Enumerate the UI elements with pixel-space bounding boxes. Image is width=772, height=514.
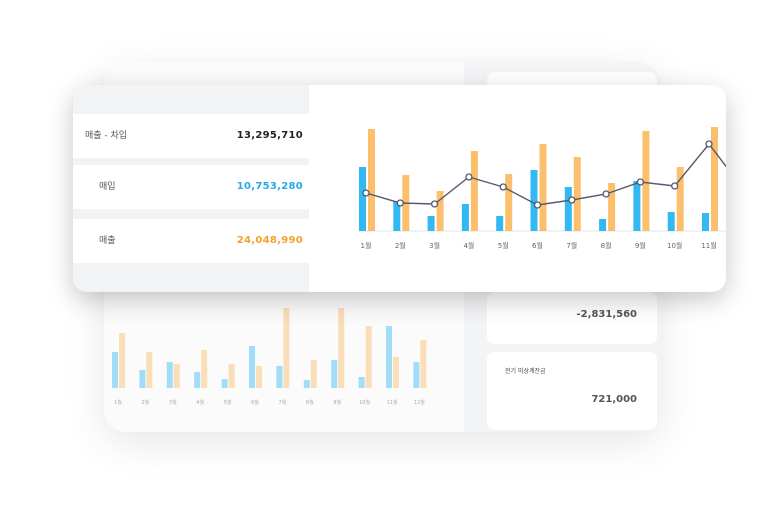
background-income-bar bbox=[112, 352, 118, 388]
balance-tile: -2,831,560 bbox=[487, 292, 657, 344]
income-bar bbox=[359, 167, 366, 231]
background-expense-bar bbox=[228, 364, 235, 388]
background-income-bar bbox=[413, 362, 420, 388]
sales-label: 매출 bbox=[99, 236, 116, 246]
summary-row-purchase[interactable]: 매입 10,753,280 bbox=[73, 165, 309, 209]
expense-bar bbox=[539, 144, 547, 231]
trend-point bbox=[568, 196, 576, 204]
month-tick-label: 6월 bbox=[532, 241, 543, 250]
summary-row-sales[interactable]: 매출 24,048,990 bbox=[73, 219, 309, 263]
income-bar bbox=[427, 216, 435, 231]
background-month-label: 8월 bbox=[306, 399, 314, 406]
previous-balance-tile: 전기 미상계잔금 721,000 bbox=[487, 352, 657, 430]
summary-row-net[interactable]: 매출 - 차입 13,295,710 bbox=[73, 114, 309, 158]
background-income-bar bbox=[386, 326, 392, 388]
trend-line bbox=[365, 142, 726, 206]
summary-chart-card: 매출 - 차입 13,295,710 매입 10,753,280 매출 24,0… bbox=[73, 85, 726, 292]
background-expense-bar bbox=[173, 364, 180, 388]
background-month-label: 9월 bbox=[333, 399, 341, 406]
background-income-bar bbox=[331, 360, 338, 388]
expense-bar bbox=[368, 129, 375, 231]
expense-bar bbox=[505, 174, 513, 231]
income-bar bbox=[564, 187, 572, 231]
month-tick-label: 3월 bbox=[429, 241, 440, 250]
income-bar bbox=[702, 213, 709, 231]
background-expense-bar bbox=[283, 308, 290, 388]
expense-bar bbox=[608, 183, 616, 231]
month-tick-label: 11월 bbox=[701, 241, 716, 250]
income-bar bbox=[496, 216, 504, 231]
background-month-label: 4월 bbox=[196, 399, 204, 406]
background-expense-bar bbox=[256, 366, 262, 388]
income-bar bbox=[461, 204, 469, 231]
background-month-label: 11월 bbox=[387, 399, 398, 406]
month-tick-label: 2월 bbox=[395, 241, 406, 250]
trend-point bbox=[362, 189, 370, 197]
income-bar bbox=[599, 219, 607, 231]
trend-point bbox=[705, 140, 713, 148]
background-expense-bar bbox=[393, 357, 399, 388]
month-tick-label: 1월 bbox=[361, 241, 372, 250]
expense-bar bbox=[711, 127, 718, 231]
trend-point bbox=[533, 201, 542, 209]
previous-balance-value: 721,000 bbox=[591, 394, 637, 405]
background-month-label: 5월 bbox=[224, 399, 232, 406]
income-bar bbox=[530, 170, 538, 231]
background-income-bar bbox=[166, 362, 173, 388]
trend-point bbox=[430, 200, 439, 208]
background-income-bar bbox=[139, 370, 146, 388]
income-bar bbox=[393, 202, 401, 231]
month-tick-label: 4월 bbox=[463, 241, 474, 250]
month-tick-label: 9월 bbox=[635, 241, 646, 250]
background-expense-bar bbox=[365, 326, 372, 388]
trend-point bbox=[671, 182, 679, 190]
background-expense-bar bbox=[310, 360, 317, 388]
background-bar-chart: 1월 2월 3월 4월 5월 6월 7월 8월 9월 10월 11월 12월 bbox=[112, 308, 427, 406]
background-month-label: 1월 bbox=[114, 399, 122, 406]
expense-bar bbox=[676, 167, 684, 231]
purchase-label: 매입 bbox=[99, 182, 116, 192]
expense-bar bbox=[470, 151, 478, 231]
background-month-label: 7월 bbox=[279, 399, 287, 406]
background-income-bar bbox=[276, 366, 283, 388]
background-expense-bar bbox=[146, 352, 153, 388]
previous-balance-label: 전기 미상계잔금 bbox=[505, 368, 546, 375]
background-expense-bar bbox=[201, 350, 208, 388]
month-tick-label: 8월 bbox=[601, 241, 612, 250]
background-expense-bar bbox=[420, 340, 427, 388]
trend-point bbox=[499, 183, 507, 191]
net-label: 매출 - 차입 bbox=[85, 131, 128, 141]
trend-point bbox=[602, 190, 610, 198]
background-income-bar bbox=[249, 346, 255, 388]
expense-bar bbox=[573, 157, 581, 231]
background-expense-bar bbox=[338, 308, 345, 388]
background-month-label: 3월 bbox=[169, 399, 177, 406]
trend-point bbox=[636, 178, 645, 186]
balance-value: -2,831,560 bbox=[576, 309, 637, 320]
purchase-value: 10,753,280 bbox=[236, 181, 303, 192]
background-month-label: 6월 bbox=[251, 399, 259, 406]
trend-point bbox=[465, 173, 473, 181]
income-bar bbox=[667, 212, 675, 231]
background-expense-bar bbox=[119, 333, 125, 388]
background-month-label: 10월 bbox=[359, 399, 370, 406]
background-income-bar bbox=[221, 379, 228, 388]
background-income-bar bbox=[194, 372, 201, 388]
summary-column: 매출 - 차입 13,295,710 매입 10,753,280 매출 24,0… bbox=[73, 85, 309, 292]
background-month-label: 12월 bbox=[414, 399, 425, 406]
sales-value: 24,048,990 bbox=[236, 235, 303, 246]
background-income-bar bbox=[358, 377, 365, 388]
background-month-label: 2월 bbox=[142, 399, 150, 406]
net-value: 13,295,710 bbox=[236, 130, 303, 141]
trend-point bbox=[396, 199, 404, 207]
expense-bar bbox=[436, 191, 444, 231]
income-bar bbox=[633, 181, 641, 231]
month-tick-label: 7월 bbox=[566, 241, 577, 250]
background-income-bar bbox=[303, 380, 310, 388]
month-tick-label: 5월 bbox=[498, 241, 509, 250]
month-tick-label: 10월 bbox=[667, 241, 682, 250]
expense-bar bbox=[642, 131, 650, 231]
